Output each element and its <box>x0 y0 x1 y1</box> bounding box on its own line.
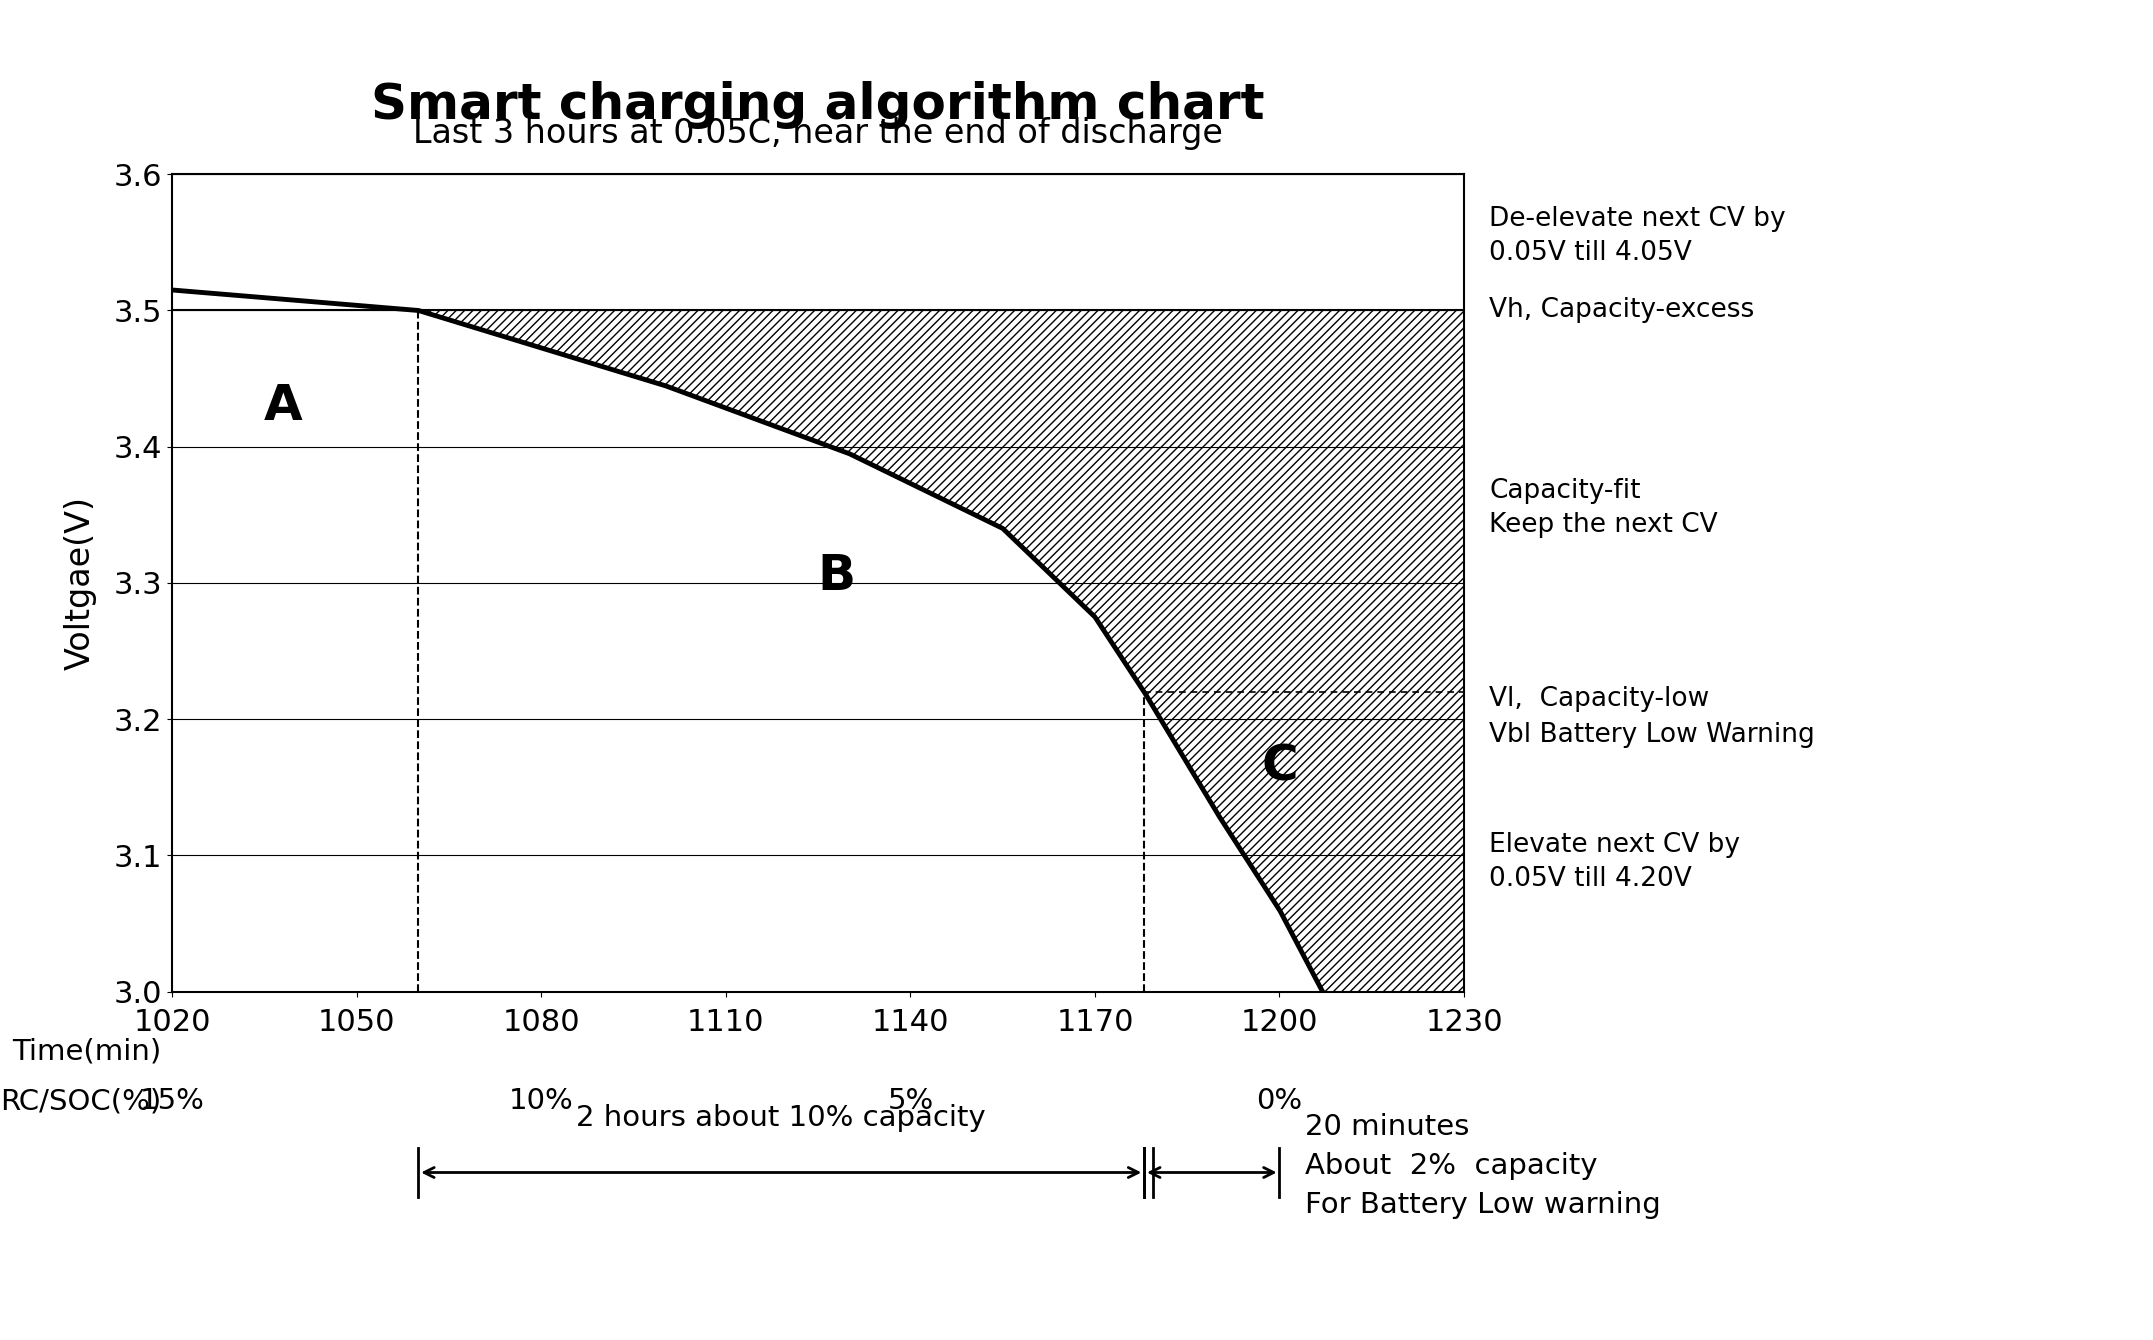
Text: 2 hours about 10% capacity: 2 hours about 10% capacity <box>577 1104 986 1132</box>
Y-axis label: Voltgae(V): Voltgae(V) <box>65 496 97 670</box>
Text: Vl,  Capacity-low: Vl, Capacity-low <box>1490 686 1709 712</box>
Text: Capacity-fit
Keep the next CV: Capacity-fit Keep the next CV <box>1490 478 1718 537</box>
Text: 5%: 5% <box>887 1088 934 1115</box>
Text: C: C <box>1262 742 1298 791</box>
Text: Elevate next CV by
0.05V till 4.20V: Elevate next CV by 0.05V till 4.20V <box>1490 832 1740 892</box>
Text: Last 3 hours at 0.05C, near the end of discharge: Last 3 hours at 0.05C, near the end of d… <box>413 117 1223 150</box>
Text: 15%: 15% <box>140 1088 205 1115</box>
Title: Smart charging algorithm chart: Smart charging algorithm chart <box>370 80 1266 129</box>
Text: A: A <box>263 382 301 430</box>
Text: De-elevate next CV by
0.05V till 4.05V: De-elevate next CV by 0.05V till 4.05V <box>1490 205 1785 265</box>
Text: 20 minutes
About  2%  capacity
For Battery Low warning: 20 minutes About 2% capacity For Battery… <box>1305 1112 1662 1219</box>
Text: Vbl Battery Low Warning: Vbl Battery Low Warning <box>1490 722 1815 749</box>
Text: B: B <box>818 552 855 600</box>
Text: RC/SOC(%): RC/SOC(%) <box>0 1088 161 1115</box>
Text: 10%: 10% <box>508 1088 573 1115</box>
Text: Vh, Capacity-excess: Vh, Capacity-excess <box>1490 297 1755 323</box>
Text: 0%: 0% <box>1257 1088 1303 1115</box>
Text: Time(min): Time(min) <box>13 1038 161 1065</box>
